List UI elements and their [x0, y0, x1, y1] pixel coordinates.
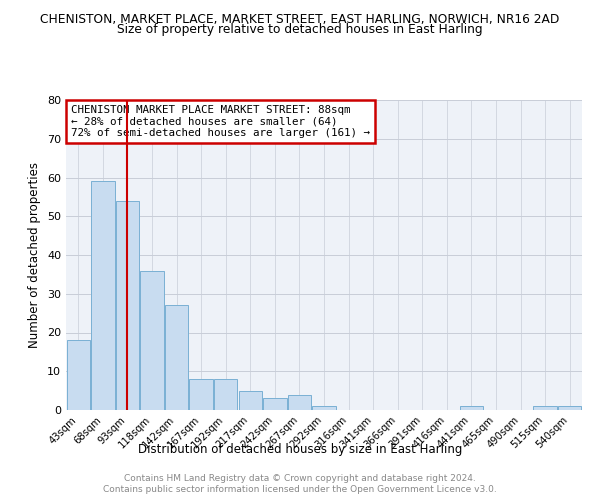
- Text: CHENISTON MARKET PLACE MARKET STREET: 88sqm
← 28% of detached houses are smaller: CHENISTON MARKET PLACE MARKET STREET: 88…: [71, 104, 370, 138]
- Bar: [140, 270, 164, 410]
- Bar: [263, 398, 287, 410]
- Text: Size of property relative to detached houses in East Harling: Size of property relative to detached ho…: [117, 22, 483, 36]
- Bar: [288, 394, 311, 410]
- Bar: [165, 306, 188, 410]
- Bar: [214, 379, 238, 410]
- Bar: [460, 406, 483, 410]
- Bar: [558, 406, 581, 410]
- Bar: [67, 340, 90, 410]
- Text: Contains public sector information licensed under the Open Government Licence v3: Contains public sector information licen…: [103, 485, 497, 494]
- Bar: [91, 182, 115, 410]
- Y-axis label: Number of detached properties: Number of detached properties: [28, 162, 41, 348]
- Text: Contains HM Land Registry data © Crown copyright and database right 2024.: Contains HM Land Registry data © Crown c…: [124, 474, 476, 483]
- Bar: [190, 379, 213, 410]
- Bar: [313, 406, 335, 410]
- Text: Distribution of detached houses by size in East Harling: Distribution of detached houses by size …: [138, 442, 462, 456]
- Bar: [533, 406, 557, 410]
- Bar: [239, 390, 262, 410]
- Bar: [116, 200, 139, 410]
- Text: CHENISTON, MARKET PLACE, MARKET STREET, EAST HARLING, NORWICH, NR16 2AD: CHENISTON, MARKET PLACE, MARKET STREET, …: [40, 12, 560, 26]
